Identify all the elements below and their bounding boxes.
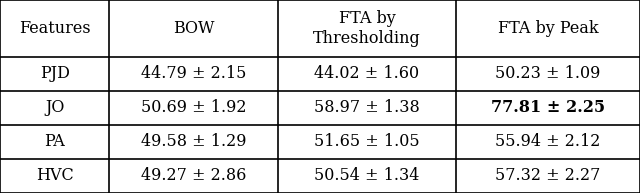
Text: 57.32 ± 2.27: 57.32 ± 2.27 <box>495 168 601 185</box>
Text: 50.54 ± 1.34: 50.54 ± 1.34 <box>314 168 420 185</box>
Text: 50.23 ± 1.09: 50.23 ± 1.09 <box>495 65 601 82</box>
Text: HVC: HVC <box>36 168 74 185</box>
Text: 50.69 ± 1.92: 50.69 ± 1.92 <box>141 99 246 116</box>
Text: FTA by Peak: FTA by Peak <box>498 20 598 37</box>
Text: FTA by
Thresholding: FTA by Thresholding <box>313 10 421 47</box>
Text: 51.65 ± 1.05: 51.65 ± 1.05 <box>314 134 420 151</box>
Text: PA: PA <box>44 134 65 151</box>
Text: 77.81 ± 2.25: 77.81 ± 2.25 <box>491 99 605 116</box>
Text: 44.79 ± 2.15: 44.79 ± 2.15 <box>141 65 246 82</box>
Text: BOW: BOW <box>173 20 214 37</box>
Text: Features: Features <box>19 20 90 37</box>
Text: 55.94 ± 2.12: 55.94 ± 2.12 <box>495 134 601 151</box>
Text: PJD: PJD <box>40 65 70 82</box>
Text: 49.27 ± 2.86: 49.27 ± 2.86 <box>141 168 246 185</box>
Text: 49.58 ± 1.29: 49.58 ± 1.29 <box>141 134 246 151</box>
Text: 58.97 ± 1.38: 58.97 ± 1.38 <box>314 99 420 116</box>
Text: 44.02 ± 1.60: 44.02 ± 1.60 <box>314 65 419 82</box>
Text: JO: JO <box>45 99 64 116</box>
